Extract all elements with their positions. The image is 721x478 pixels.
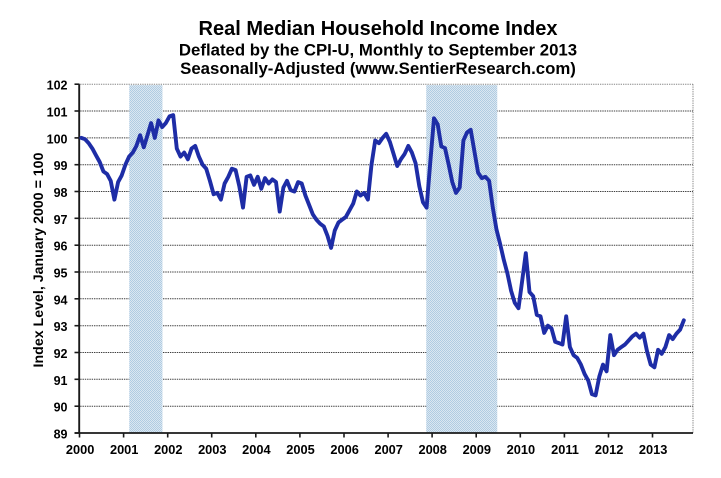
svg-text:92: 92 bbox=[54, 347, 68, 361]
svg-text:2005: 2005 bbox=[286, 442, 314, 457]
svg-text:2007: 2007 bbox=[374, 442, 402, 457]
svg-text:98: 98 bbox=[54, 186, 68, 200]
svg-text:Deflated by the CPI-U, Monthly: Deflated by the CPI-U, Monthly to Septem… bbox=[179, 40, 577, 59]
svg-text:Seasonally-Adjusted (www.Senti: Seasonally-Adjusted (www.SentierResearch… bbox=[180, 59, 576, 78]
svg-text:94: 94 bbox=[54, 293, 68, 307]
svg-text:Index Level, January 2000 = 10: Index Level, January 2000 = 100 bbox=[31, 152, 47, 367]
svg-text:89: 89 bbox=[54, 428, 68, 442]
svg-text:95: 95 bbox=[54, 267, 68, 281]
svg-text:Real Median Household Income I: Real Median Household Income Index bbox=[199, 18, 558, 40]
svg-text:102: 102 bbox=[47, 79, 68, 93]
svg-text:90: 90 bbox=[54, 401, 68, 415]
svg-text:2001: 2001 bbox=[110, 442, 138, 457]
svg-text:99: 99 bbox=[54, 159, 68, 173]
svg-text:97: 97 bbox=[54, 213, 68, 227]
svg-text:96: 96 bbox=[54, 240, 68, 254]
svg-text:2011: 2011 bbox=[551, 442, 579, 457]
svg-text:91: 91 bbox=[54, 374, 68, 388]
svg-text:2004: 2004 bbox=[242, 442, 271, 457]
svg-text:2013: 2013 bbox=[639, 442, 667, 457]
svg-text:2002: 2002 bbox=[154, 442, 182, 457]
svg-text:2003: 2003 bbox=[198, 442, 226, 457]
svg-text:93: 93 bbox=[54, 320, 68, 334]
svg-text:2009: 2009 bbox=[463, 442, 491, 457]
svg-text:100: 100 bbox=[47, 132, 68, 146]
svg-text:2000: 2000 bbox=[66, 442, 94, 457]
svg-text:101: 101 bbox=[47, 106, 68, 120]
svg-text:2006: 2006 bbox=[330, 442, 358, 457]
svg-text:2012: 2012 bbox=[595, 442, 623, 457]
svg-text:2008: 2008 bbox=[418, 442, 446, 457]
svg-text:2010: 2010 bbox=[507, 442, 535, 457]
